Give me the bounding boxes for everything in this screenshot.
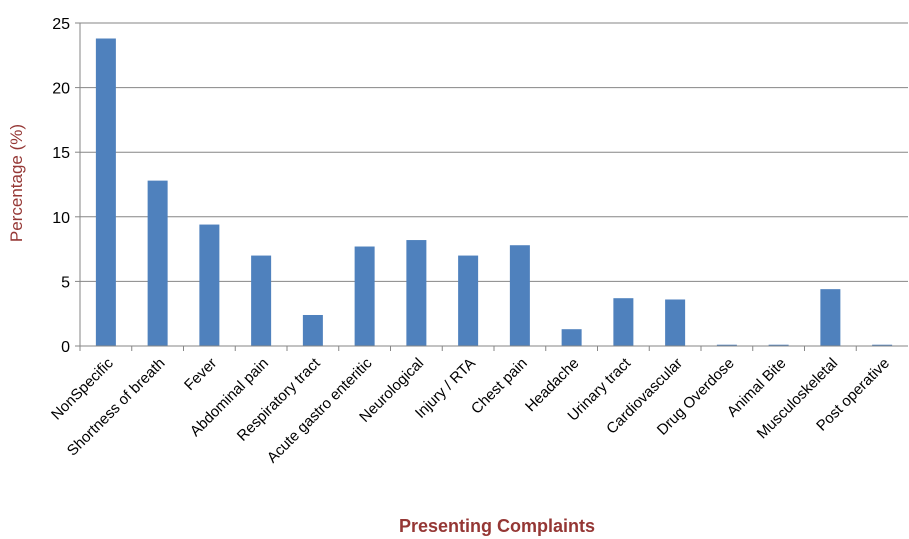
x-tick-label: Chest pain (468, 355, 531, 418)
bars (95, 38, 893, 347)
bar (872, 344, 893, 346)
bar (768, 344, 789, 346)
bar (716, 344, 737, 346)
x-axis-title: Presenting Complaints (399, 516, 595, 536)
y-tick-label: 10 (52, 210, 70, 227)
bar (613, 298, 634, 346)
x-tick-label: Fever (181, 355, 220, 394)
bar (665, 299, 686, 346)
gridlines (80, 22, 908, 282)
y-tick-label: 25 (52, 16, 70, 33)
y-axis-title: Percentage (%) (7, 124, 26, 242)
y-tick-label: 5 (61, 274, 70, 291)
bar (820, 289, 841, 346)
bar (406, 240, 427, 346)
bar (302, 314, 323, 346)
bar (509, 245, 530, 346)
bar (95, 38, 116, 347)
axes (79, 23, 908, 351)
bar (561, 329, 582, 346)
bar (199, 224, 220, 346)
y-axis-ticks: 0 5 10 15 20 25 (52, 16, 80, 356)
x-tick-label: Shortness of breath (64, 355, 169, 460)
bar (354, 246, 375, 346)
y-tick-label: 20 (52, 81, 70, 98)
bar (147, 180, 168, 346)
y-tick-label: 15 (52, 145, 70, 162)
y-tick-label: 0 (61, 339, 70, 356)
bar (458, 255, 479, 346)
bar (251, 255, 272, 346)
